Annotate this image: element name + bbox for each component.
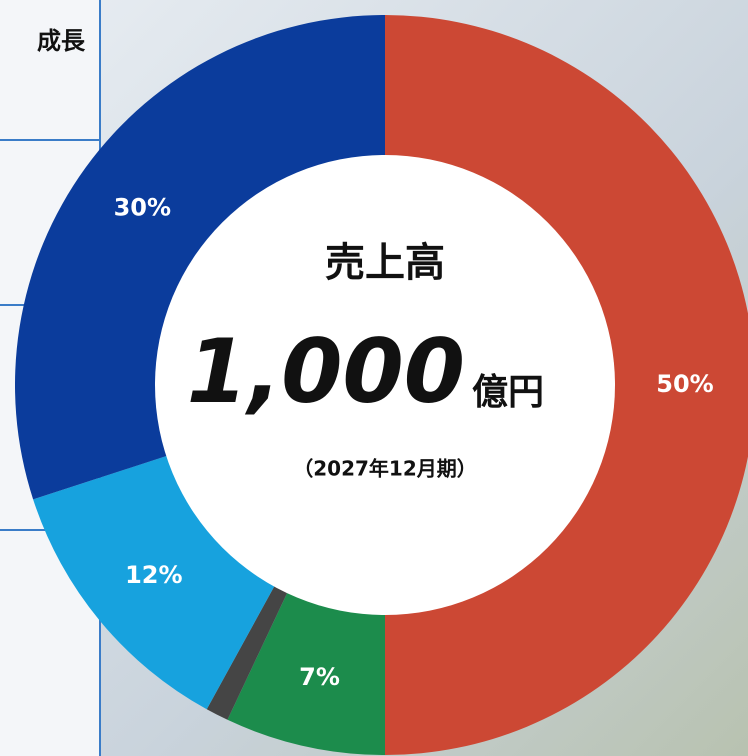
value-label: 7% xyxy=(299,663,340,691)
donut-segment xyxy=(206,582,290,720)
donut-hole xyxy=(155,155,615,615)
donut xyxy=(14,15,748,755)
side-text: 成長 xyxy=(37,27,86,55)
center-title: 売上高 xyxy=(325,240,445,286)
center-value: 1,000 xyxy=(187,320,465,423)
value-label: 12% xyxy=(125,561,182,589)
value-label: 30% xyxy=(114,194,171,222)
center-note: （2027年12月期） xyxy=(293,457,477,481)
center-unit: 億円 xyxy=(472,372,544,413)
donut-segment xyxy=(14,15,386,500)
donut-segment xyxy=(385,15,748,755)
donut-segment xyxy=(227,588,385,755)
donut-segment xyxy=(33,454,277,710)
value-label: 50% xyxy=(656,370,713,398)
